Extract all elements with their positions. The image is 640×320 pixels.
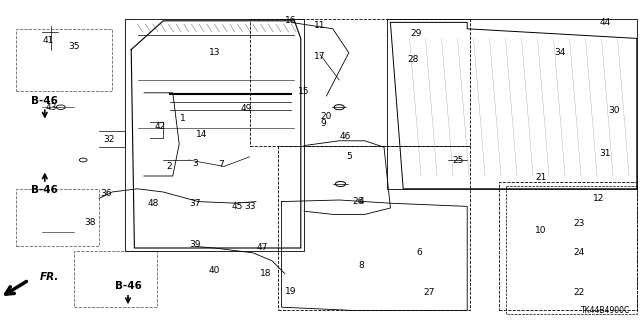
Text: 4: 4 [359,197,364,206]
Text: 10: 10 [535,226,547,235]
Text: 21: 21 [535,173,547,182]
Text: 7: 7 [218,160,223,169]
Text: 36: 36 [100,189,111,198]
Text: 28: 28 [407,55,419,64]
Text: 43: 43 [45,103,57,112]
Text: B-46: B-46 [31,185,58,196]
Text: 9: 9 [321,119,326,128]
Text: 1: 1 [180,114,185,123]
Text: 15: 15 [298,87,310,96]
Text: 11: 11 [314,21,326,30]
Text: 18: 18 [260,269,271,278]
Text: 6: 6 [417,248,422,257]
Text: 31: 31 [599,149,611,158]
Text: 5: 5 [346,152,351,161]
Text: 38: 38 [84,218,95,227]
Text: 35: 35 [68,42,79,51]
Bar [16,189,99,246]
Text: 29: 29 [410,29,422,38]
Text: 49: 49 [241,104,252,113]
Text: 40: 40 [209,266,220,275]
Bar [250,19,470,146]
Bar [74,251,157,307]
Bar [387,19,637,189]
Text: 16: 16 [285,16,297,25]
Text: 14: 14 [196,130,207,139]
Text: 47: 47 [257,244,268,252]
Text: 2: 2 [167,162,172,171]
Bar [16,29,112,91]
Text: 41: 41 [42,36,54,44]
Text: 19: 19 [285,287,297,296]
Text: 42: 42 [154,122,166,131]
Text: TK44B4900C: TK44B4900C [581,306,630,315]
Text: B-46: B-46 [31,96,58,106]
Text: 13: 13 [209,48,220,57]
Text: 12: 12 [593,194,604,203]
Text: B-46: B-46 [115,281,141,292]
Text: 44: 44 [599,18,611,27]
Text: 46: 46 [340,132,351,140]
Text: 34: 34 [554,48,566,57]
Text: 20: 20 [321,112,332,121]
Text: 27: 27 [423,288,435,297]
Bar [278,146,470,310]
Text: 8: 8 [359,261,364,270]
Text: 26: 26 [353,197,364,206]
Text: 30: 30 [609,106,620,115]
Text: 24: 24 [573,248,585,257]
Text: 25: 25 [452,156,463,164]
Bar [499,182,637,310]
Text: 37: 37 [189,199,201,208]
Text: 45: 45 [231,202,243,211]
Text: FR.: FR. [40,272,59,282]
Text: 22: 22 [573,288,585,297]
Text: 33: 33 [244,202,255,211]
Text: 3: 3 [193,159,198,168]
Text: 23: 23 [573,220,585,228]
Bar [125,19,304,251]
Text: 32: 32 [103,135,115,144]
Text: 39: 39 [189,240,201,249]
Text: 48: 48 [148,199,159,208]
Text: 17: 17 [314,52,326,60]
